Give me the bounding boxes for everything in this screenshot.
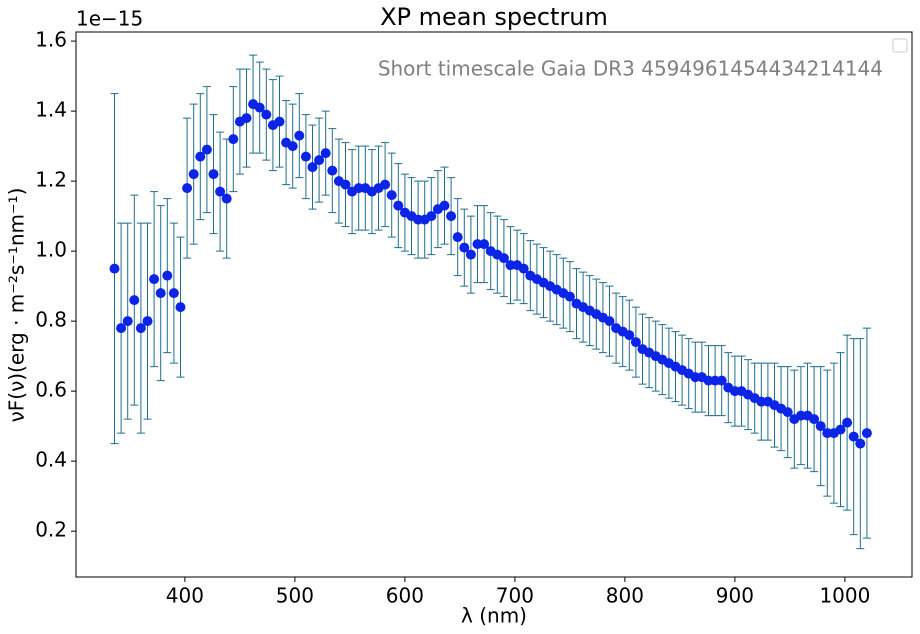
data-point — [300, 151, 311, 162]
data-point — [149, 274, 160, 285]
data-point — [175, 302, 186, 313]
data-point — [842, 417, 853, 428]
data-point — [815, 421, 826, 432]
data-point — [809, 414, 820, 425]
data-point — [274, 116, 285, 127]
legend — [892, 38, 908, 53]
data-point — [498, 253, 509, 264]
data-point — [228, 134, 239, 145]
data-point — [188, 169, 199, 180]
data-point — [393, 200, 404, 211]
data-point — [380, 179, 391, 190]
data-point — [307, 162, 318, 173]
data-point — [386, 190, 397, 201]
data-point — [716, 375, 727, 386]
y-tick-label: 1.0 — [35, 238, 67, 262]
data-point — [446, 211, 457, 222]
y-tick-label: 0.8 — [35, 308, 67, 332]
data-point — [221, 193, 232, 204]
data-point — [630, 337, 641, 348]
y-tick-label: 0.2 — [35, 518, 67, 542]
data-point — [327, 165, 338, 176]
data-point — [155, 288, 166, 299]
x-tick-label: 500 — [276, 584, 314, 608]
data-point — [452, 232, 463, 243]
data-point — [116, 323, 127, 334]
y-tick-label: 1.2 — [35, 168, 67, 192]
y-tick-label: 1.4 — [35, 98, 67, 122]
data-point — [162, 270, 173, 281]
data-point — [182, 183, 193, 194]
data-point — [208, 169, 219, 180]
data-point — [122, 316, 133, 327]
data-point — [848, 431, 859, 442]
data-point — [320, 148, 331, 159]
y-tick-label: 0.4 — [35, 448, 67, 472]
data-point — [835, 424, 846, 435]
data-point — [465, 249, 476, 260]
y-tick-label: 0.6 — [35, 378, 67, 402]
data-point — [201, 144, 212, 155]
data-point — [518, 263, 529, 274]
data-point — [109, 263, 120, 274]
data-point — [861, 428, 872, 439]
data-point — [426, 211, 437, 222]
data-point — [479, 239, 490, 250]
axes-frame — [75, 31, 913, 578]
y-offset-label: 1e−15 — [76, 7, 143, 31]
x-tick-label: 400 — [166, 584, 204, 608]
data-point — [254, 102, 265, 113]
data-point — [287, 141, 298, 152]
data-point — [604, 316, 615, 327]
x-tick-label: 700 — [496, 584, 534, 608]
chart-title: XP mean spectrum — [380, 3, 608, 31]
data-point — [195, 151, 206, 162]
data-point — [261, 109, 272, 120]
data-point — [564, 291, 575, 302]
data-point — [782, 407, 793, 418]
data-point — [129, 295, 140, 306]
x-tick-label: 900 — [716, 584, 754, 608]
data-point — [142, 316, 153, 327]
x-tick-label: 800 — [606, 584, 644, 608]
data-point — [624, 330, 635, 341]
annotation: Short timescale Gaia DR3 459496145443421… — [378, 57, 883, 81]
data-point — [459, 242, 470, 253]
y-tick-label: 1.6 — [35, 28, 67, 52]
data-point — [168, 288, 179, 299]
x-tick-label: 1000 — [819, 584, 870, 608]
data-point — [439, 200, 450, 211]
data-point — [241, 113, 252, 124]
data-point — [215, 186, 226, 197]
data-point — [314, 155, 325, 166]
x-tick-label: 600 — [386, 584, 424, 608]
plot-area — [109, 54, 872, 550]
data-point — [340, 179, 351, 190]
data-point — [135, 323, 146, 334]
data-point — [294, 130, 305, 141]
x-axis-label: λ (nm) — [461, 604, 527, 628]
y-axis-label: νF(ν)(erg · m⁻²s⁻¹nm⁻¹) — [5, 188, 29, 423]
data-point — [855, 438, 866, 449]
